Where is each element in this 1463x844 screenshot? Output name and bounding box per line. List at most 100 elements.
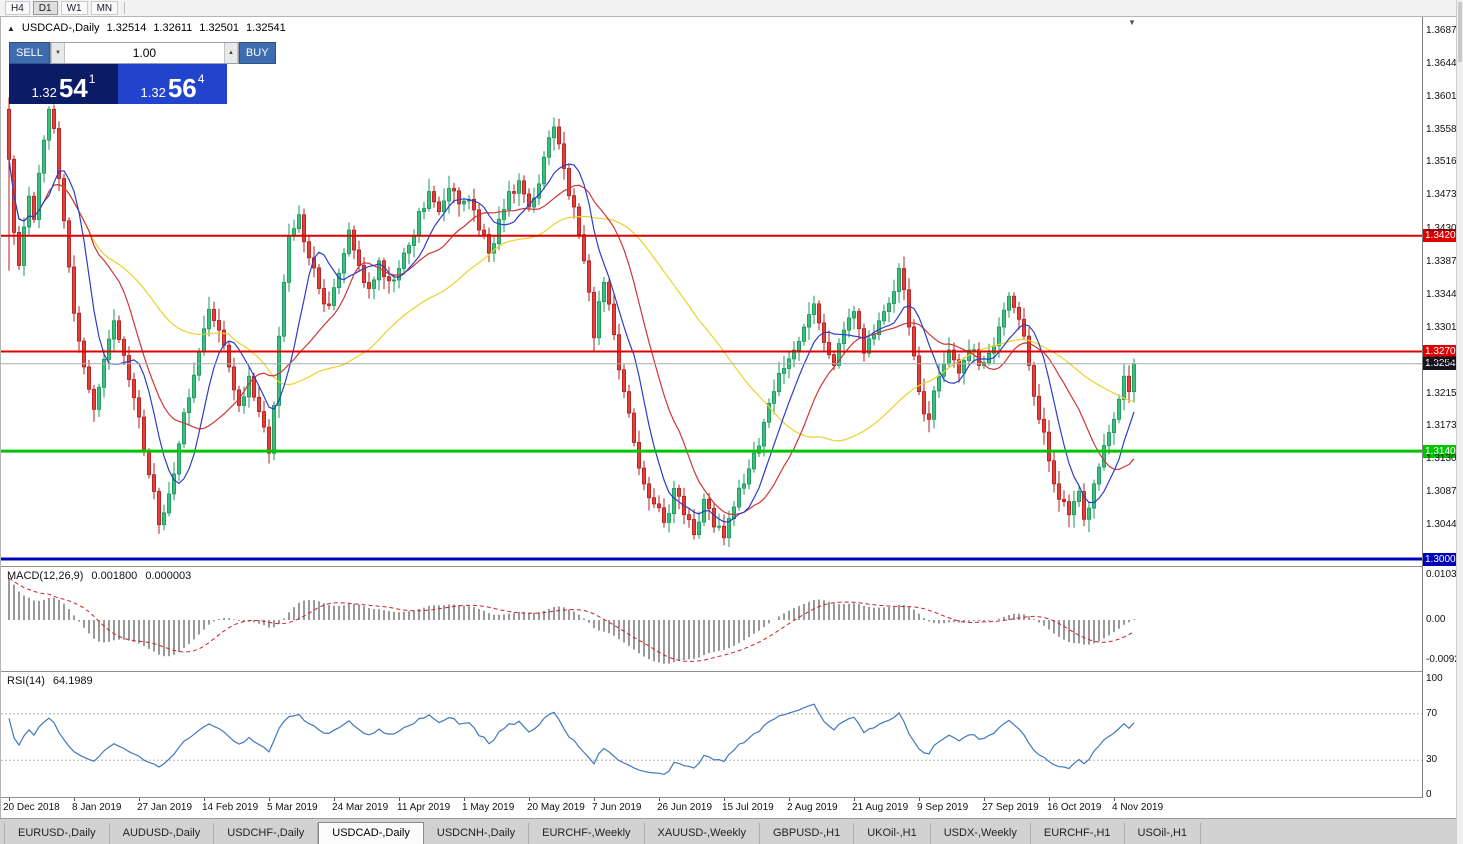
- time-axis-tick: [74, 798, 75, 801]
- price-axis-label: 1.34730: [1426, 189, 1463, 201]
- bid-major: 1.32: [31, 85, 57, 100]
- time-axis-label: 8 Jan 2019: [72, 802, 122, 813]
- macd-panel: [8, 577, 1135, 664]
- time-axis-label: 24 Mar 2019: [332, 802, 389, 813]
- time-axis-tick: [529, 798, 530, 801]
- timeframe-button-h4[interactable]: H4: [5, 1, 30, 15]
- time-axis-label: 2 Aug 2019: [787, 802, 838, 813]
- chart-tab-ukoil-h1[interactable]: UKOil-,H1: [854, 823, 931, 844]
- ask-point: 4: [197, 72, 205, 86]
- ask-major: 1.32: [140, 85, 166, 100]
- rsi-name: RSI(14): [7, 675, 45, 687]
- chart-tab-usdcad-daily[interactable]: USDCAD-,Daily: [318, 822, 424, 844]
- rsi-axis-label: 70: [1426, 707, 1438, 719]
- rsi-axis-label: 30: [1426, 754, 1438, 766]
- time-axis-label: 5 Mar 2019: [267, 802, 318, 813]
- volume-stepper: ▼ ▲: [49, 42, 239, 64]
- chart-tab-usdx-weekly[interactable]: USDX-,Weekly: [931, 823, 1031, 844]
- price-axis-label: 1.36870: [1426, 24, 1463, 36]
- time-axis-label: 20 Dec 2018: [3, 802, 60, 813]
- price-axis-label: 1.33010: [1426, 321, 1463, 333]
- price-axis-label: 1.33440: [1426, 288, 1463, 300]
- ask-price[interactable]: 1.32 56 4: [118, 64, 227, 104]
- rsi-axis-label: 0: [1426, 789, 1432, 800]
- scrollbar-thumb[interactable]: [1458, 2, 1462, 62]
- macd-main-value: 0.001800: [91, 570, 138, 582]
- time-axis-label: 21 Aug 2019: [852, 802, 909, 813]
- time-axis-label: 15 Jul 2019: [722, 802, 774, 813]
- price-axis: 1.34206 1.32701 1.31407 1.30004 1.32541 1.368…: [1422, 17, 1463, 800]
- panel-separator[interactable]: [1, 671, 1457, 672]
- panel-separator[interactable]: [1, 566, 1457, 567]
- ask-pips: 56: [167, 73, 197, 103]
- time-axis-tick: [9, 798, 10, 801]
- timeframe-button-mn[interactable]: MN: [90, 1, 119, 15]
- price-axis-label: 1.30870: [1426, 486, 1463, 498]
- price-axis-label: 1.35160: [1426, 156, 1463, 168]
- price-axis-label: 1.30440: [1426, 519, 1463, 531]
- price-axis-label: 1.32150: [1426, 387, 1463, 399]
- chart-shift-marker-icon[interactable]: ▼: [1128, 18, 1136, 27]
- ohlc-open: 1.32514: [106, 22, 147, 34]
- rsi-value: 64.1989: [52, 675, 93, 687]
- price-axis-label: 1.32580: [1426, 354, 1463, 366]
- price-level-tag: 1.34206: [1423, 229, 1462, 243]
- buy-button[interactable]: BUY: [238, 42, 276, 64]
- toolbar-separator: [124, 2, 126, 14]
- time-axis-tick: [399, 798, 400, 801]
- collapse-trade-panel-icon[interactable]: ▲: [7, 23, 15, 33]
- macd-indicator-label: MACD(12,26,9) 0.001800 0.000003: [7, 570, 191, 582]
- timeframe-button-d1[interactable]: D1: [32, 1, 58, 15]
- current-price-tag: 1.32541: [1423, 357, 1462, 371]
- time-axis-tick: [789, 798, 790, 801]
- macd-axis-label: 0.010311: [1426, 568, 1463, 580]
- price-axis-label: 1.34300: [1426, 222, 1463, 234]
- time-axis-tick: [139, 798, 140, 801]
- price-axis-label: 1.36440: [1426, 57, 1463, 69]
- chart-tabs-bar: EURUSD-,Daily AUDUSD-,Daily USDCHF-,Daily U…: [0, 818, 1456, 844]
- time-axis-line: [1, 797, 1457, 798]
- timeframe-button-w1[interactable]: W1: [60, 1, 88, 15]
- rsi-indicator-label: RSI(14) 64.1989: [7, 675, 93, 687]
- price-axis-label: 1.35580: [1426, 124, 1463, 136]
- chart-tab-usoil-h1[interactable]: USOil-,H1: [1125, 823, 1202, 844]
- price-axis-label: 1.31300: [1426, 453, 1463, 465]
- chart-tab-gbpusd-h1[interactable]: GBPUSD-,H1: [760, 823, 855, 844]
- main-price-chart[interactable]: [1, 17, 1422, 566]
- price-axis-label: 1.31730: [1426, 420, 1463, 432]
- chart-tab-eurchf-h1[interactable]: EURCHF-,H1: [1031, 823, 1125, 844]
- price-axis-label: 1.33870: [1426, 255, 1463, 267]
- chart-tab-usdcnh-daily[interactable]: USDCNH-,Daily: [424, 823, 530, 844]
- time-axis-label: 4 Nov 2019: [1112, 802, 1164, 813]
- time-axis-tick: [854, 798, 855, 801]
- sell-button[interactable]: SELL: [9, 42, 50, 64]
- time-axis-tick: [594, 798, 595, 801]
- time-axis-label: 16 Oct 2019: [1047, 802, 1102, 813]
- time-axis-label: 26 Jun 2019: [657, 802, 713, 813]
- chart-tab-xauusd-weekly[interactable]: XAUUSD-,Weekly: [645, 823, 760, 844]
- time-axis-tick: [269, 798, 270, 801]
- time-axis-tick: [1114, 798, 1115, 801]
- chart-window[interactable]: 20 Dec 2018 8 Jan 2019 27 Jan 2019 14 Feb 2…: [0, 17, 1463, 844]
- time-axis-tick: [1049, 798, 1050, 801]
- bid-point: 1: [88, 72, 96, 86]
- macd-axis-label: 0.00: [1426, 614, 1446, 625]
- chart-tab-eurusd-daily[interactable]: EURUSD-,Daily: [4, 823, 110, 844]
- vertical-scrollbar[interactable]: [1456, 0, 1463, 844]
- time-axis-tick: [659, 798, 660, 801]
- macd-name: MACD(12,26,9): [7, 570, 84, 582]
- ohlc-close: 1.32541: [246, 22, 286, 34]
- volume-increase-button[interactable]: ▲: [223, 43, 238, 63]
- chart-tab-usdchf-daily[interactable]: USDCHF-,Daily: [214, 823, 319, 844]
- bid-price[interactable]: 1.32 54 1: [9, 64, 118, 104]
- price-axis-label: 1.36010: [1426, 91, 1463, 102]
- time-axis-tick: [204, 798, 205, 801]
- time-axis-tick: [724, 798, 725, 801]
- price-level-tag: 1.31407: [1423, 444, 1462, 458]
- volume-input[interactable]: [64, 43, 224, 63]
- volume-decrease-button[interactable]: ▼: [50, 43, 65, 63]
- chart-tab-eurchf-weekly[interactable]: EURCHF-,Weekly: [529, 823, 645, 844]
- rsi-axis-label: 100: [1426, 673, 1443, 684]
- time-axis: 20 Dec 2018 8 Jan 2019 27 Jan 2019 14 Feb 2…: [1, 798, 1422, 818]
- chart-tab-audusd-daily[interactable]: AUDUSD-,Daily: [110, 823, 215, 844]
